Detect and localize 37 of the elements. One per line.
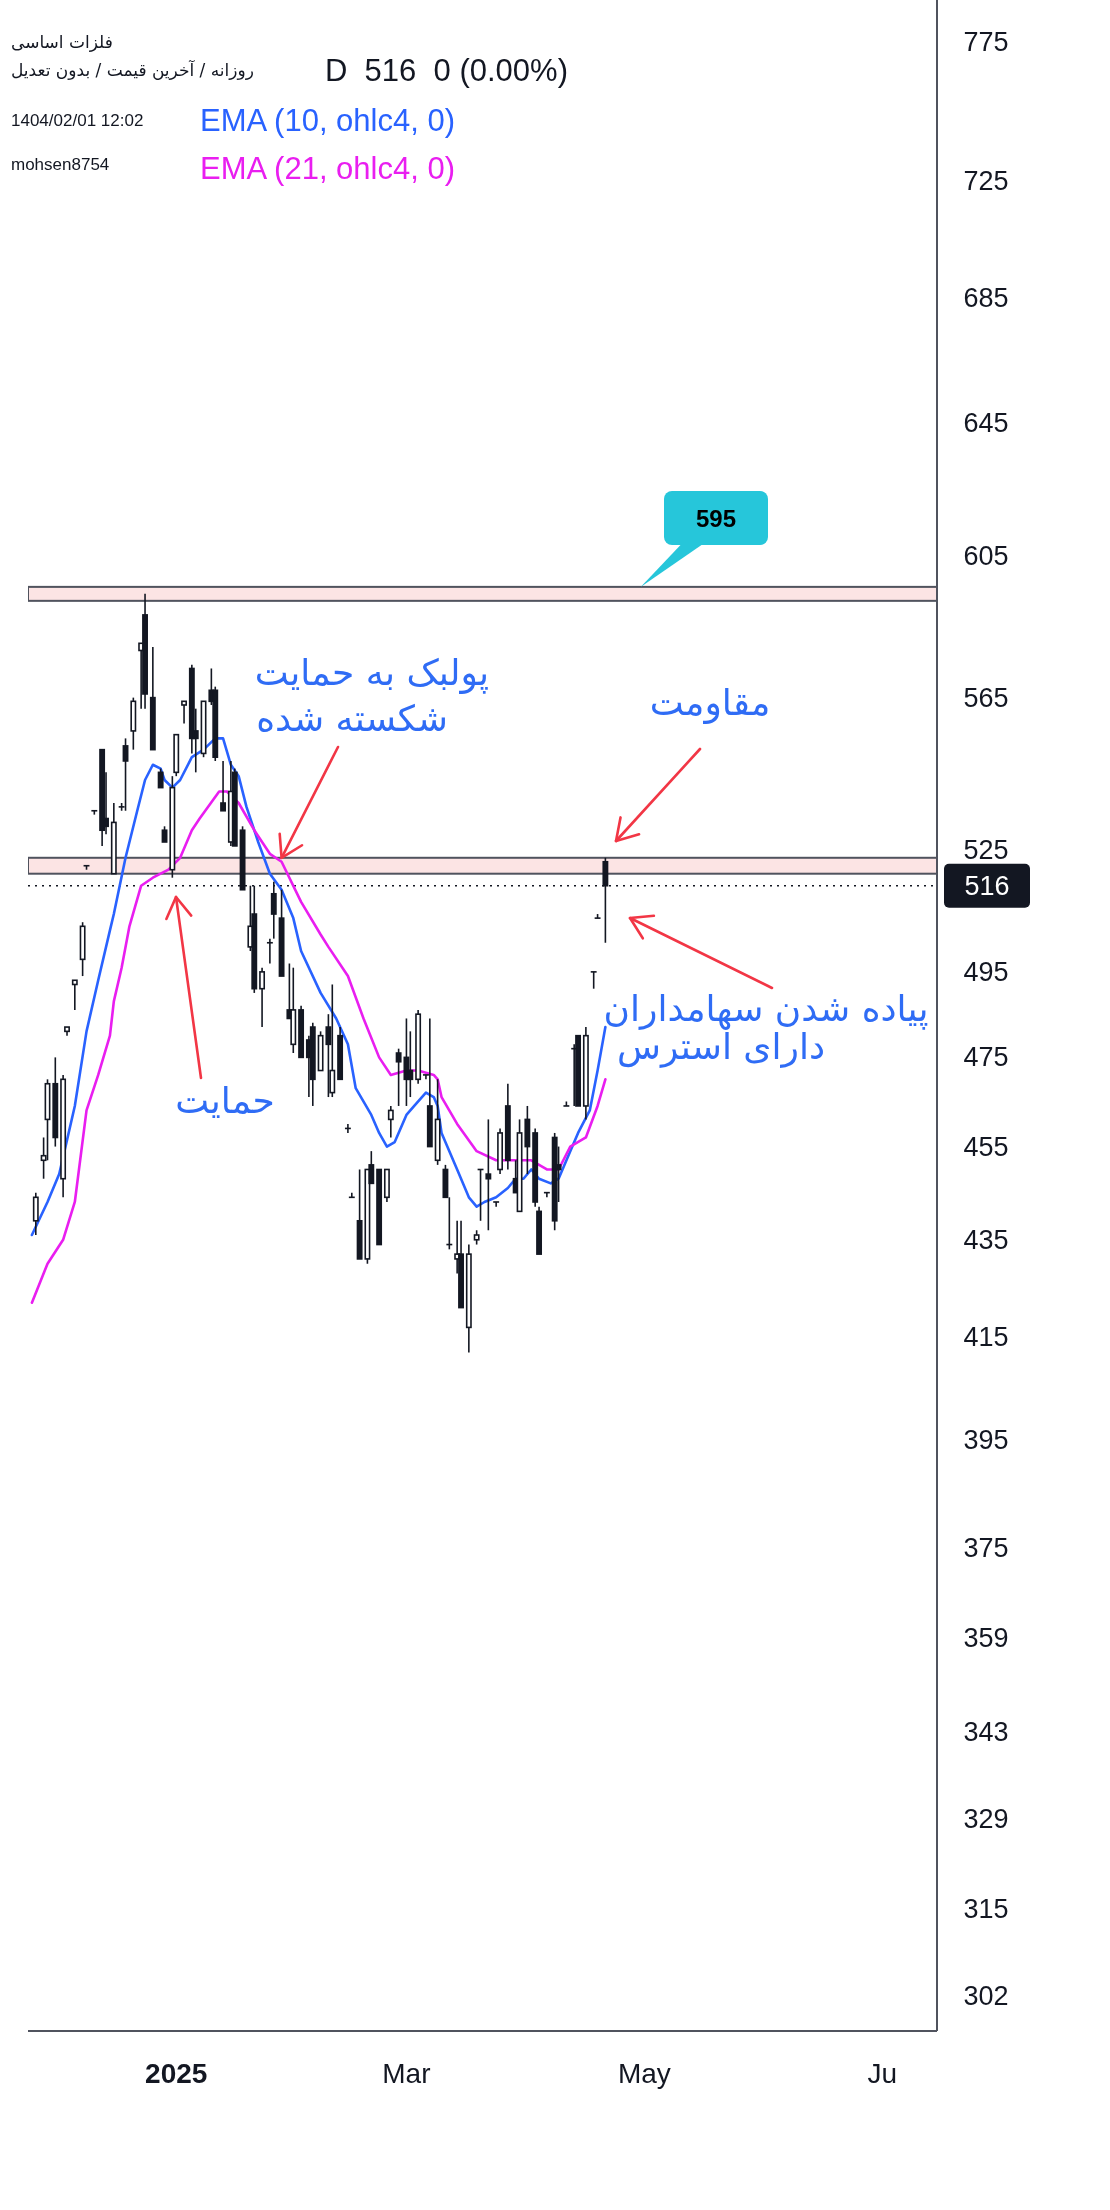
y-tick-label: 343 <box>963 1717 1009 1748</box>
x-tick-label: Mar <box>382 2057 431 2089</box>
y-tick-label: 725 <box>963 165 1009 196</box>
text: EMA (10, ohlc4, 0) <box>200 102 456 138</box>
x-tick-label: May <box>617 2057 671 2089</box>
annotation: mohsen8754 <box>11 154 110 174</box>
y-tick-label: 395 <box>963 1424 1009 1455</box>
x-tick-label: Ju <box>867 2057 898 2089</box>
y-tick-label: 645 <box>963 408 1009 439</box>
y-tick-label: 415 <box>963 1322 1009 1353</box>
annotation: روزانه / آخرین قیمت / بدون تعدیل <box>11 59 254 80</box>
text: D 516 0 (0.00%) <box>325 52 568 88</box>
annotation: حمایت <box>175 1079 275 1121</box>
x-tick-label: 2025 <box>145 2057 208 2089</box>
band-label: 595 <box>695 504 737 532</box>
y-tick-label: 435 <box>963 1224 1009 1255</box>
annotation: پولبک به حمایت <box>254 651 490 694</box>
y-tick-label: 525 <box>963 834 1009 865</box>
y-tick-label: 775 <box>963 27 1009 58</box>
annotation: 1404/02/01 12:02 <box>11 110 144 130</box>
y-tick-label: 495 <box>963 956 1009 987</box>
y-tick-label: 685 <box>963 283 1009 314</box>
y-tick-label: 565 <box>963 682 1009 713</box>
y-tick-label: 455 <box>963 1131 1009 1162</box>
y-tick-label: 605 <box>963 540 1009 571</box>
y-tick-label: 375 <box>963 1532 1009 1563</box>
y-tick-label: 475 <box>963 1042 1009 1073</box>
annotation: شکسته شده <box>256 697 448 739</box>
y-tick-label: 315 <box>963 1894 1009 1924</box>
y-tick-label: 329 <box>963 1803 1009 1834</box>
y-tick-label: 359 <box>963 1622 1009 1653</box>
line-series <box>30 790 607 1304</box>
text: فلزات اساسی <box>11 32 113 52</box>
text: EMA (21, ohlc4, 0) <box>200 150 456 186</box>
annotation: مقاومت <box>649 681 771 724</box>
y-tick-label: 302 <box>963 1981 1009 2012</box>
ref-line-label: 516 <box>964 870 1010 901</box>
